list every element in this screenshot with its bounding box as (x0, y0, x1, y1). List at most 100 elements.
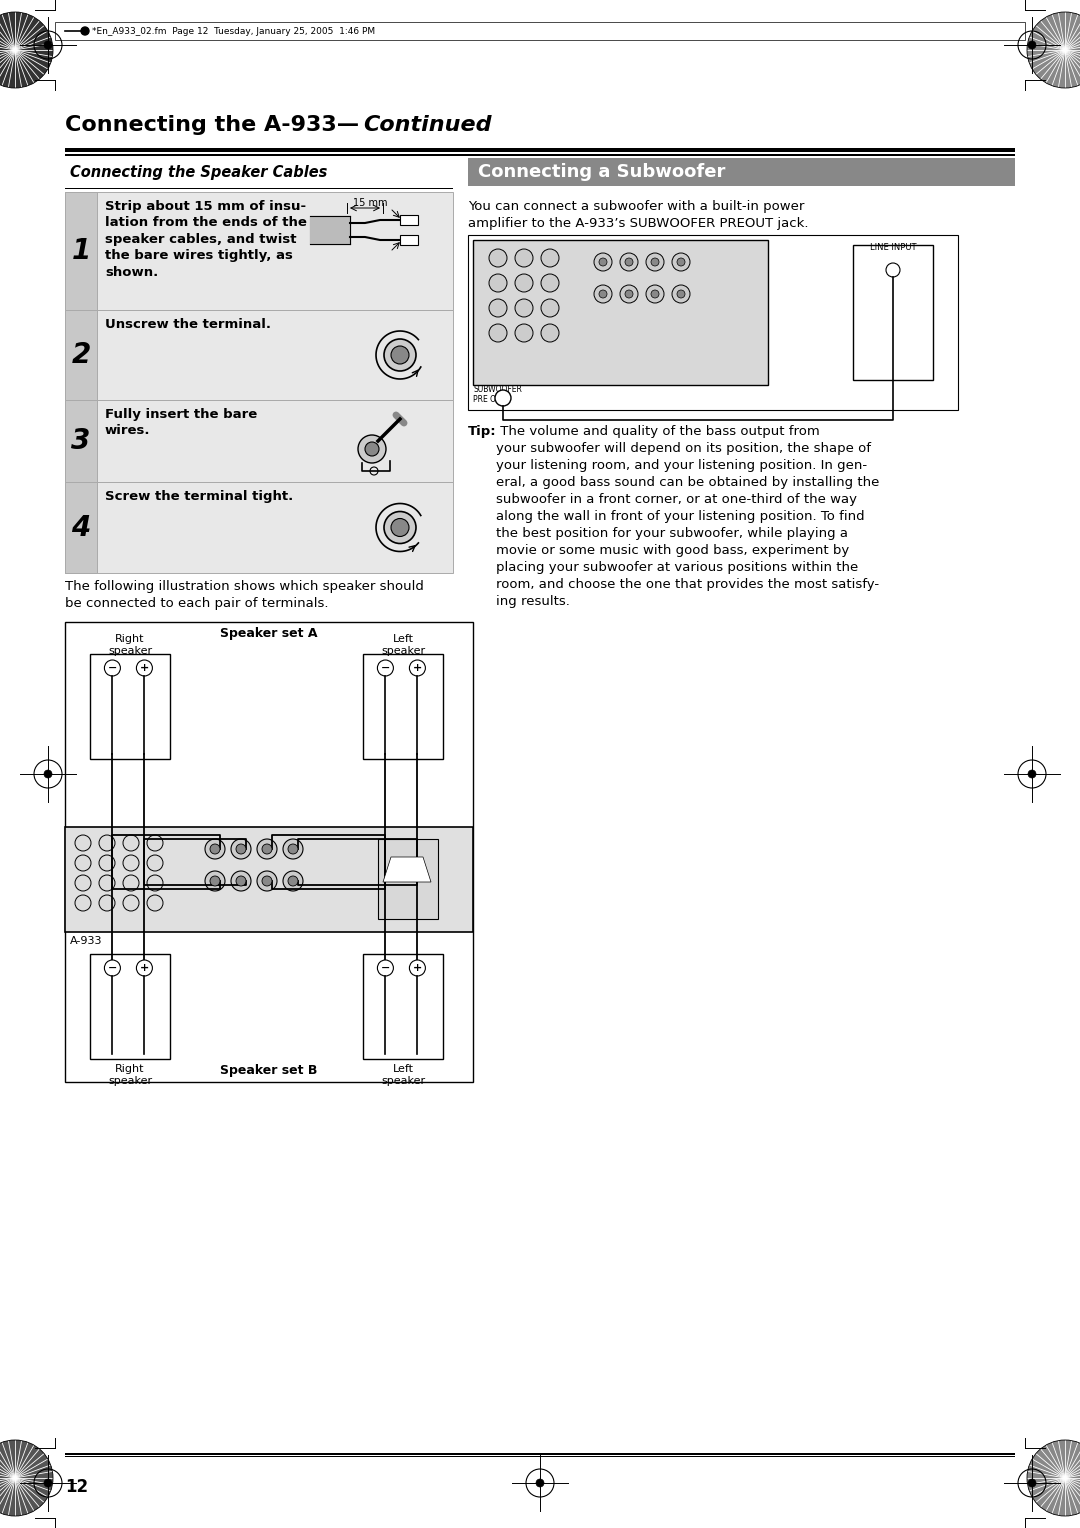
Circle shape (391, 345, 409, 364)
Circle shape (409, 660, 426, 675)
Circle shape (515, 299, 534, 316)
Bar (65, 148, 1015, 151)
Circle shape (357, 435, 386, 463)
Circle shape (646, 286, 664, 303)
Circle shape (1028, 41, 1036, 49)
Text: Speaker set B: Speaker set B (220, 1063, 318, 1077)
Circle shape (541, 249, 559, 267)
Bar (90, 654, 170, 759)
Text: Connecting the A-933—: Connecting the A-933— (65, 115, 360, 134)
Circle shape (515, 249, 534, 267)
Circle shape (288, 876, 298, 886)
Circle shape (75, 895, 91, 911)
Circle shape (365, 442, 379, 455)
Text: Right
speaker: Right speaker (108, 1063, 152, 1085)
Circle shape (123, 876, 139, 891)
Circle shape (489, 249, 507, 267)
Circle shape (99, 834, 114, 851)
Circle shape (489, 299, 507, 316)
Circle shape (231, 871, 251, 891)
Bar (55, 21, 1025, 40)
Circle shape (0, 12, 53, 89)
Circle shape (99, 876, 114, 891)
Circle shape (136, 960, 152, 976)
Bar (378, 839, 438, 918)
Text: +: + (139, 963, 149, 973)
Text: 1: 1 (71, 237, 91, 264)
Circle shape (1028, 1479, 1036, 1487)
Text: 3: 3 (71, 426, 91, 455)
Text: 4: 4 (71, 513, 91, 541)
Text: Strip about 15 mm of insu-
lation from the ends of the
speaker cables, and twist: Strip about 15 mm of insu- lation from t… (105, 200, 307, 280)
Circle shape (205, 839, 225, 859)
Circle shape (515, 274, 534, 292)
Bar (65, 310, 97, 400)
Circle shape (123, 895, 139, 911)
Circle shape (283, 839, 303, 859)
Circle shape (384, 339, 416, 371)
Text: Left
speaker: Left speaker (381, 634, 426, 656)
Text: The volume and quality of the bass output from
your subwoofer will depend on its: The volume and quality of the bass outpu… (496, 425, 879, 608)
Circle shape (44, 41, 52, 49)
Bar (90, 953, 170, 1059)
Text: You can connect a subwoofer with a built-in power
amplifier to the A-933’s SUBWO: You can connect a subwoofer with a built… (468, 200, 809, 231)
Text: Left
speaker: Left speaker (381, 1063, 426, 1085)
Circle shape (147, 856, 163, 871)
Circle shape (377, 960, 393, 976)
Text: Connecting a Subwoofer: Connecting a Subwoofer (478, 163, 726, 180)
Circle shape (136, 660, 152, 675)
Text: The following illustration shows which speaker should
be connected to each pair : The following illustration shows which s… (65, 581, 423, 610)
Bar (65, 622, 473, 1082)
Text: Speaker set A: Speaker set A (220, 626, 318, 640)
Circle shape (495, 390, 511, 406)
Text: +: + (413, 663, 422, 672)
Text: +: + (139, 663, 149, 672)
Circle shape (147, 895, 163, 911)
Text: Right
speaker: Right speaker (108, 634, 152, 656)
Bar (65, 193, 453, 310)
Circle shape (75, 834, 91, 851)
Circle shape (257, 839, 276, 859)
Circle shape (677, 258, 685, 266)
Circle shape (489, 324, 507, 342)
Bar (468, 235, 958, 410)
Circle shape (283, 871, 303, 891)
Text: −: − (381, 663, 390, 672)
Circle shape (384, 512, 416, 544)
Circle shape (262, 843, 272, 854)
Circle shape (672, 286, 690, 303)
Bar (65, 827, 473, 932)
Text: Connecting the Speaker Cables: Connecting the Speaker Cables (70, 165, 327, 180)
Circle shape (210, 876, 220, 886)
Bar (65, 310, 453, 400)
Bar (65, 400, 97, 481)
Circle shape (257, 871, 276, 891)
Bar (468, 157, 1015, 186)
Bar (853, 244, 933, 380)
Bar (400, 235, 418, 244)
Circle shape (237, 876, 246, 886)
Circle shape (1027, 1439, 1080, 1516)
Circle shape (81, 28, 89, 35)
Bar (473, 240, 768, 385)
Text: 2: 2 (71, 341, 91, 368)
Bar (65, 400, 453, 481)
Circle shape (625, 290, 633, 298)
Circle shape (646, 254, 664, 270)
Circle shape (123, 856, 139, 871)
Text: −: − (381, 963, 390, 973)
Text: 12: 12 (65, 1478, 89, 1496)
Circle shape (651, 290, 659, 298)
Text: Screw the terminal tight.: Screw the terminal tight. (105, 490, 294, 503)
Text: SUBWOOFER
PRE OUT: SUBWOOFER PRE OUT (473, 385, 522, 405)
Circle shape (147, 876, 163, 891)
Circle shape (44, 770, 52, 778)
Circle shape (599, 290, 607, 298)
Circle shape (672, 254, 690, 270)
Circle shape (541, 299, 559, 316)
Bar (363, 953, 443, 1059)
Bar (65, 481, 453, 573)
Text: −: − (108, 663, 117, 672)
Circle shape (123, 834, 139, 851)
Circle shape (262, 876, 272, 886)
